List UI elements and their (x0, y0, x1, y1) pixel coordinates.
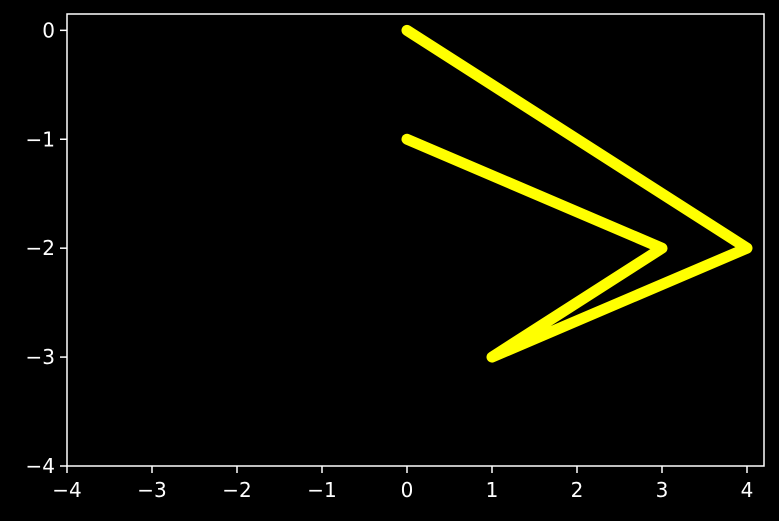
series-layer (401, 24, 753, 363)
axes-frame (66, 13, 765, 467)
series-line-0 (401, 24, 753, 363)
x-tick-label: −2 (222, 478, 251, 502)
y-tick-label: −2 (26, 236, 55, 260)
x-tick-label: 4 (741, 478, 754, 502)
x-tick-label: 0 (401, 478, 414, 502)
plot-area (66, 13, 765, 467)
x-tick-label: −4 (52, 478, 81, 502)
y-tick-label: 0 (42, 18, 55, 42)
x-tick-label: 3 (656, 478, 669, 502)
y-axis: 0 −1 −2 −3 −4 (26, 18, 67, 478)
x-tick-label: −1 (307, 478, 336, 502)
x-tick-label: 2 (571, 478, 584, 502)
y-tick-label: −1 (26, 127, 55, 151)
x-tick-label: 1 (486, 478, 499, 502)
y-tick-label: −4 (26, 454, 55, 478)
x-tick-label: −3 (137, 478, 166, 502)
y-tick-label: −3 (26, 345, 55, 369)
x-axis: −4 −3 −2 −1 0 1 2 3 4 (52, 466, 753, 502)
